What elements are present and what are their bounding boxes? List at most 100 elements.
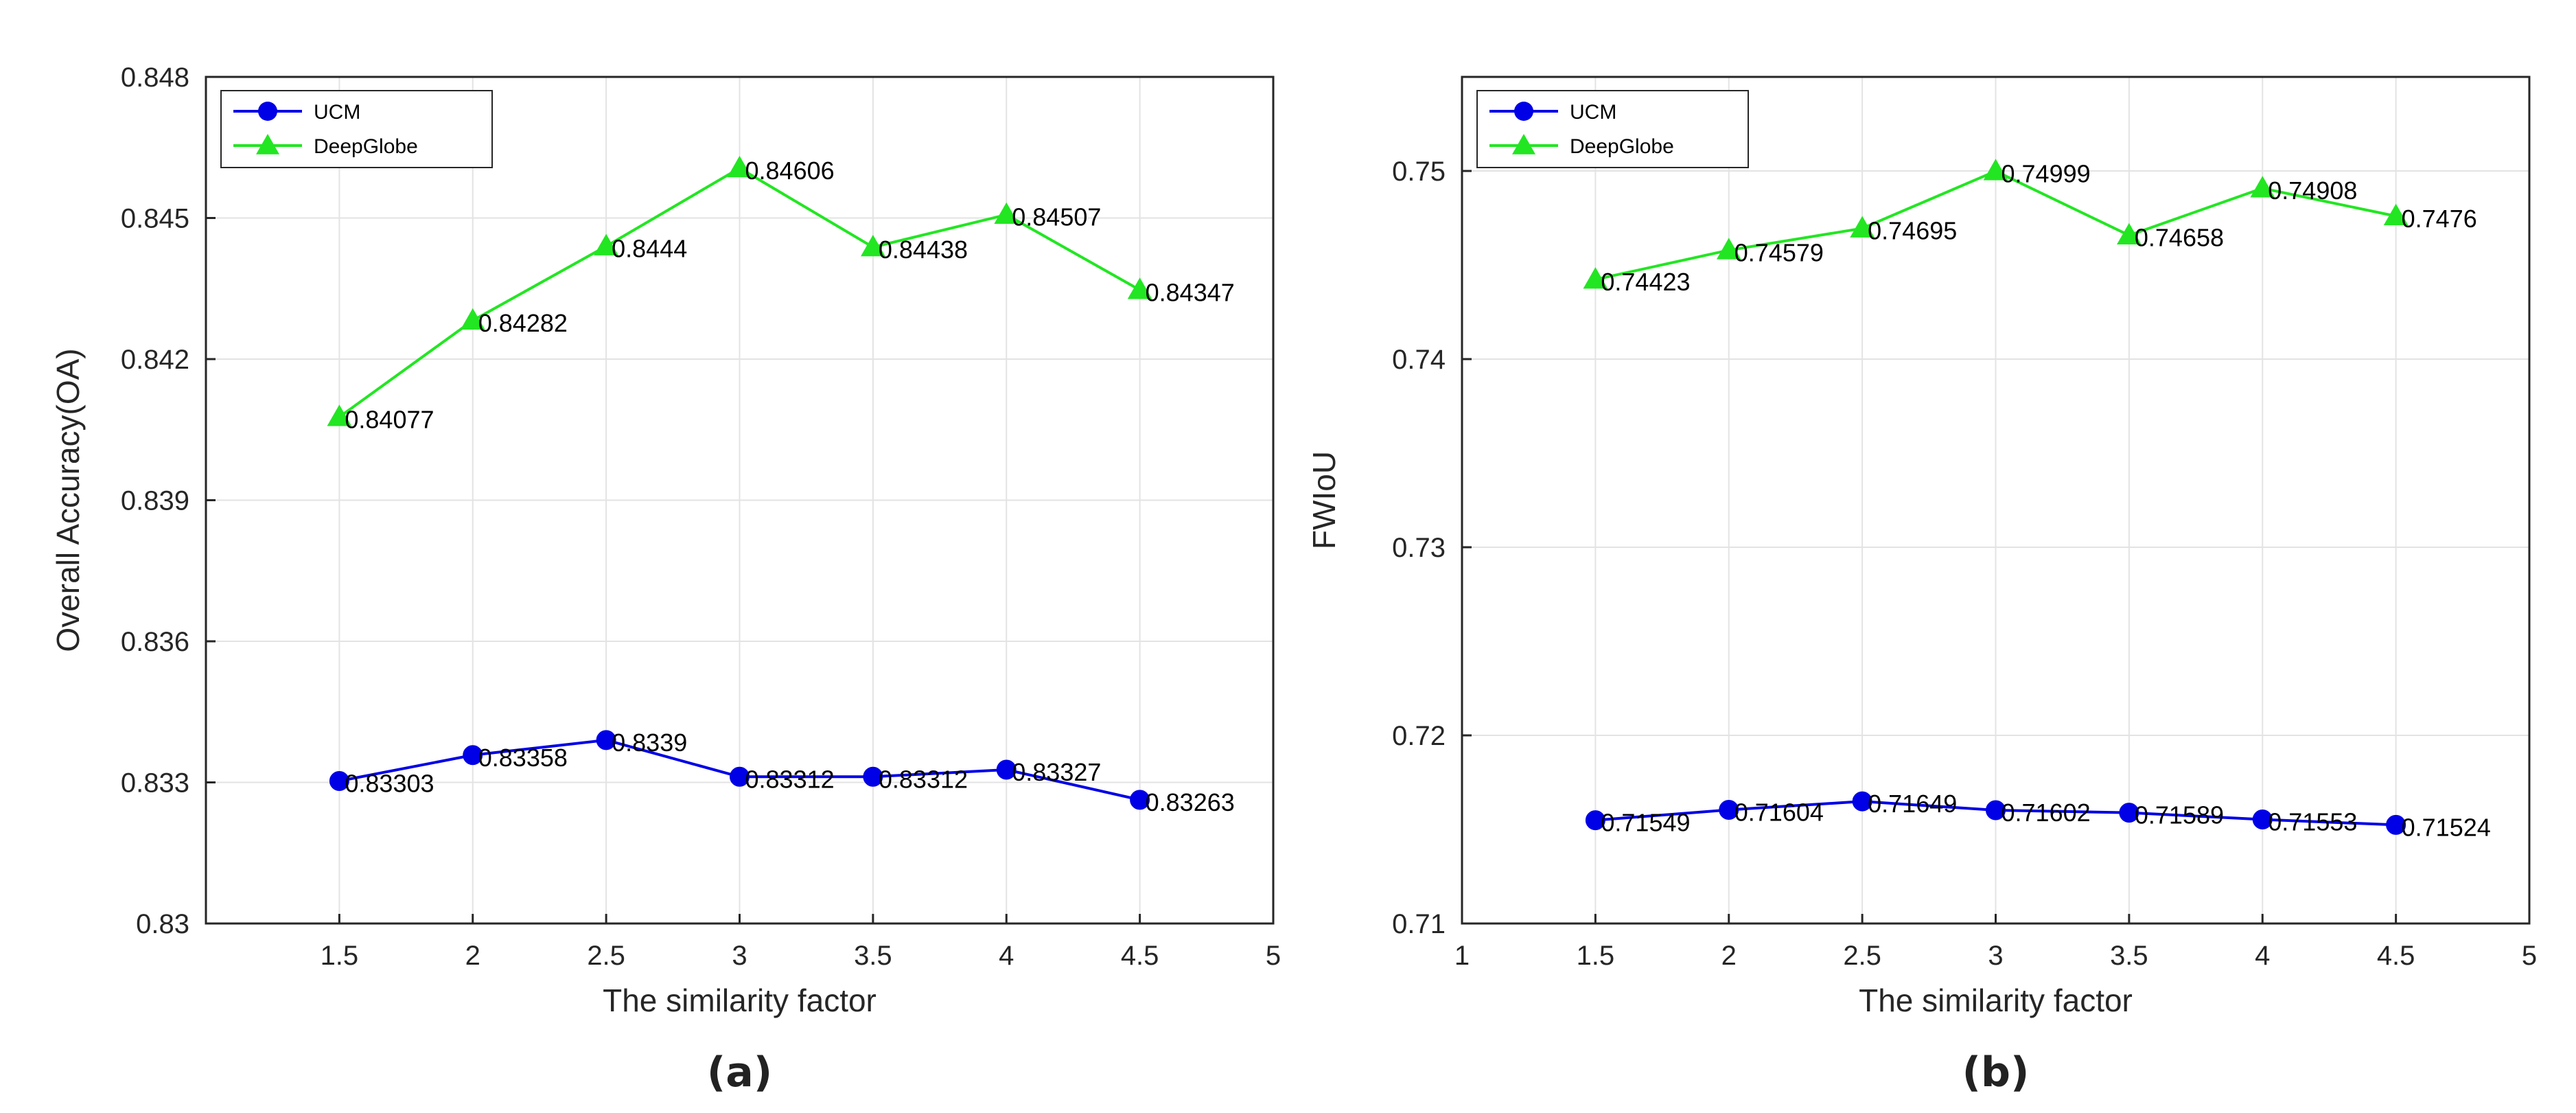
data-point (460, 308, 485, 330)
data-label: 0.71553 (2268, 807, 2357, 836)
series-deepglobe: 0.84077 0.84282 0.8444 0.84606 0.84438 0.8450… (327, 155, 1235, 433)
x-tick-label: 4 (999, 941, 1014, 971)
y-tick-label: 0.836 (121, 627, 189, 657)
data-point (1130, 790, 1150, 810)
legend: UCM DeepGlobe (220, 90, 493, 168)
data-label: 0.83303 (345, 769, 434, 797)
data-label: 0.71589 (2135, 801, 2224, 829)
data-label: 0.83312 (879, 765, 968, 793)
data-point (2386, 814, 2406, 835)
legend-marker (258, 102, 277, 121)
y-tick-label: 0.845 (121, 204, 189, 234)
data-point (1852, 791, 1872, 812)
x-tick-label: 2 (1721, 941, 1737, 971)
data-label: 0.71649 (1868, 790, 1957, 818)
data-point (1719, 800, 1739, 821)
data-label: 0.83358 (478, 744, 568, 772)
x-tick-label: 2.5 (587, 941, 625, 971)
data-label: 0.84282 (478, 309, 568, 337)
data-label: 0.7476 (2402, 205, 2477, 233)
x-tick-label: 3 (1988, 941, 2003, 971)
data-label: 0.71524 (2402, 813, 2491, 841)
data-label: 0.84347 (1146, 278, 1235, 306)
data-point (1583, 267, 1608, 289)
data-label: 0.71549 (1601, 809, 1690, 837)
x-tick-label: 4.5 (1121, 941, 1159, 971)
data-point (2117, 222, 2142, 244)
data-label: 0.83263 (1146, 788, 1235, 816)
x-tick-label: 1.5 (321, 941, 359, 971)
x-tick-label: 1.5 (1577, 941, 1615, 971)
y-tick-label: 0.72 (1392, 721, 1446, 751)
y-tick-label: 0.842 (121, 345, 189, 375)
data-point (2119, 803, 2139, 823)
data-point (2252, 809, 2273, 829)
y-tick-label: 0.83 (136, 909, 189, 939)
data-point (730, 766, 750, 787)
data-point (1983, 159, 2008, 181)
x-tick-label: 4 (2255, 941, 2270, 971)
legend-label: UCM (314, 101, 360, 124)
legend-marker (256, 134, 279, 154)
data-point (1850, 216, 1875, 238)
x-tick-label: 5 (2522, 941, 2537, 971)
y-tick-label: 0.833 (121, 768, 189, 799)
x-tick-label: 1 (1454, 941, 1470, 971)
panel-label: (b) (1962, 1048, 2030, 1097)
legend: UCM DeepGlobe (1476, 90, 1749, 168)
x-tick-label: 2 (465, 941, 480, 971)
data-label: 0.74423 (1601, 268, 1690, 296)
data-label: 0.84507 (1012, 203, 1101, 231)
data-point (327, 404, 352, 426)
legend-label: DeepGlobe (314, 135, 418, 158)
data-point (1127, 277, 1152, 299)
data-label: 0.71602 (2001, 799, 2091, 827)
data-point (996, 759, 1017, 780)
x-axis-label: The similarity factor (1859, 983, 2133, 1018)
data-label: 0.74579 (1734, 238, 1824, 266)
data-label: 0.8339 (612, 728, 687, 757)
y-tick-label: 0.73 (1392, 533, 1446, 563)
x-tick-label: 5 (1266, 941, 1281, 971)
legend-marker (1514, 102, 1533, 121)
data-point (1585, 810, 1605, 831)
x-axis-label: The similarity factor (603, 983, 877, 1018)
data-label: 0.74695 (1868, 217, 1957, 245)
data-point (1716, 238, 1741, 260)
data-label: 0.83312 (745, 765, 835, 793)
series-ucm: 0.83303 0.83358 0.8339 0.83312 0.83312 0.8332… (329, 728, 1235, 816)
data-label: 0.84077 (345, 405, 434, 433)
x-tick-label: 2.5 (1843, 941, 1881, 971)
series-ucm: 0.71549 0.71604 0.71649 0.71602 0.71589 0.715… (1585, 790, 2491, 841)
data-label: 0.74658 (2135, 224, 2224, 252)
panel-label: (a) (707, 1048, 772, 1097)
data-label: 0.8444 (612, 235, 687, 263)
data-point (863, 766, 883, 787)
y-tick-label: 0.848 (121, 62, 189, 93)
chart-b: 1 1.5 2 2.5 3 3.5 4 4.5 5 0.71 0.72 0.73 0.74 0.75 The… (1306, 76, 2537, 1097)
series-deepglobe: 0.74423 0.74579 0.74695 0.74999 0.74658 0.749… (1583, 159, 2477, 296)
y-tick-label: 0.839 (121, 486, 189, 516)
data-point (2383, 203, 2409, 226)
y-axis-label: FWIoU (1306, 451, 1342, 549)
data-label: 0.74908 (2268, 176, 2357, 205)
data-point (2250, 176, 2275, 198)
data-label: 0.84606 (745, 157, 835, 185)
chart-a: 1.5 2 2.5 3 3.5 4 4.5 5 0.83 0.833 0.836 0.839 0.842… (50, 62, 1281, 1097)
y-tick-label: 0.71 (1392, 909, 1446, 939)
legend-label: DeepGlobe (1570, 135, 1674, 158)
data-point (861, 234, 885, 257)
legend-marker (1512, 134, 1535, 154)
data-label: 0.71604 (1734, 799, 1824, 827)
x-tick-label: 3.5 (854, 941, 892, 971)
data-point (994, 202, 1019, 224)
data-point (727, 155, 752, 178)
data-label: 0.83327 (1012, 758, 1101, 786)
data-point (463, 745, 483, 766)
data-point (594, 233, 618, 255)
y-tick-label: 0.74 (1392, 345, 1446, 375)
y-tick-label: 0.75 (1392, 157, 1446, 187)
x-tick-label: 3 (732, 941, 747, 971)
data-label: 0.84438 (879, 236, 968, 264)
